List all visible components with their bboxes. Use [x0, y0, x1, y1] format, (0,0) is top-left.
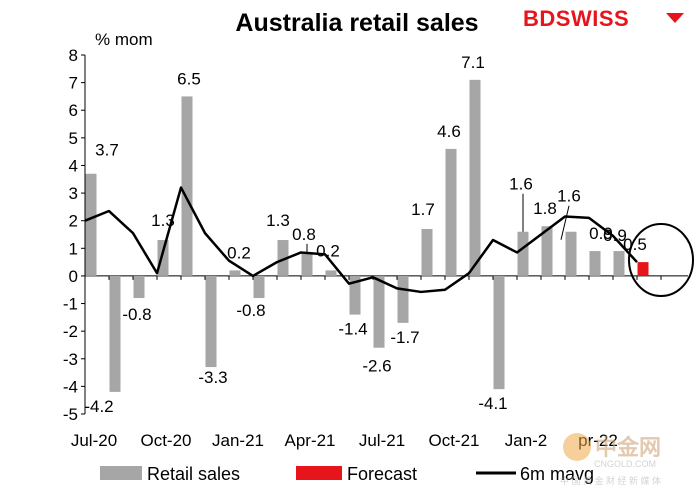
- mavg-line-group: [84, 186, 638, 294]
- y-tick-label: 3: [69, 184, 78, 203]
- retail-sales-bar: [181, 96, 193, 276]
- y-tick-label: -3: [63, 350, 78, 369]
- retail-sales-bar: [157, 240, 169, 276]
- retail-sales-bar: [445, 148, 457, 276]
- legend: Retail sales Forecast 6m mavg: [100, 464, 594, 484]
- retail-sales-bar: [301, 253, 313, 276]
- retail-sales-bar: [469, 79, 481, 276]
- y-tick-label: 0: [69, 267, 78, 286]
- data-label: 1.3: [151, 211, 175, 230]
- y-axis-label: % mom: [95, 30, 153, 49]
- chart-title: Australia retail sales: [235, 9, 478, 37]
- x-axis: Jul-20 Oct-20 Jan-21 Apr-21 Jul-21 Oct-21 Jan-…: [71, 275, 688, 450]
- forecast-highlight-circle: [628, 223, 694, 297]
- retail-sales-bar: [541, 226, 553, 276]
- x-tick-label: Oct-20: [140, 431, 191, 450]
- data-label: -1.7: [390, 328, 419, 347]
- data-label: 6.5: [177, 69, 201, 88]
- x-tick-label: Jan-21: [212, 431, 264, 450]
- retail-sales-bar: [325, 270, 337, 276]
- x-tick-label: Jul-20: [71, 431, 117, 450]
- y-tick-label: 2: [69, 212, 78, 231]
- y-tick-label: -1: [63, 295, 78, 314]
- retail-sales-bar: [85, 173, 97, 276]
- y-tick-label: 4: [69, 156, 78, 175]
- y-axis: -5 -4 -3 -2 -1 0 1 2 3 4 5 6 7 8: [63, 46, 86, 424]
- mavg-line: [84, 186, 638, 294]
- y-tick-label: -2: [63, 322, 78, 341]
- retail-sales-bar: [589, 251, 601, 276]
- y-tick-label: 7: [69, 74, 78, 93]
- retail-sales-bar: [205, 275, 217, 368]
- y-tick-label: 1: [69, 239, 78, 258]
- leader-line: [560, 205, 570, 240]
- bdswiss-logo: BDSWISS: [523, 6, 684, 31]
- retail-sales-bar: [133, 275, 145, 299]
- bars-group: [85, 79, 649, 392]
- data-label: 0.2: [316, 241, 340, 260]
- data-label: 1.7: [411, 200, 435, 219]
- data-label: 7.1: [461, 53, 485, 72]
- x-tick-label: Oct-21: [428, 431, 479, 450]
- legend-retail-swatch: [100, 466, 142, 480]
- logo-text: BDSWISS: [523, 6, 629, 31]
- retail-sales-bar: [613, 251, 625, 276]
- retail-sales-bar: [349, 275, 361, 315]
- x-tick-label: Jul-21: [359, 431, 405, 450]
- data-label: 3.7: [95, 141, 119, 160]
- data-label: -4.2: [84, 397, 113, 416]
- y-tick-label: 6: [69, 101, 78, 120]
- data-label: 1.6: [557, 187, 581, 206]
- retail-sales-bar: [517, 231, 529, 276]
- legend-mavg-label: 6m mavg: [520, 464, 594, 484]
- data-label: 0.9: [589, 224, 613, 243]
- data-label: -0.8: [122, 305, 151, 324]
- data-label: 1.6: [509, 175, 533, 194]
- data-label: -3.3: [198, 368, 227, 387]
- y-tick-label: 8: [69, 46, 78, 65]
- legend-retail-label: Retail sales: [147, 464, 240, 484]
- data-labels-group: 3.7-4.2-0.81.36.5-3.30.2-0.81.30.80.2-1.…: [84, 53, 646, 416]
- data-label: 1.3: [266, 211, 290, 230]
- logo-mark-icon: [666, 13, 684, 23]
- x-tick-label: Jan-2: [505, 431, 548, 450]
- retail-sales-bar: [397, 275, 409, 323]
- cngold-watermark: 中金网 CNGOLD.COM 中 国 黄 金 财 经 新 媒 体: [560, 433, 661, 486]
- retail-sales-bar: [493, 275, 505, 390]
- y-tick-label: -5: [63, 405, 78, 424]
- legend-forecast-swatch: [296, 466, 342, 480]
- data-label: 0.9: [603, 226, 627, 245]
- data-label: -2.6: [362, 357, 391, 376]
- retail-sales-bar: [565, 231, 577, 276]
- retail-sales-bar: [253, 275, 265, 299]
- y-tick-label: -4: [63, 377, 78, 396]
- retail-sales-bar: [421, 228, 433, 276]
- data-label: 0.2: [227, 243, 251, 262]
- data-label: -4.1: [478, 394, 507, 413]
- legend-forecast-label: Forecast: [347, 464, 417, 484]
- retail-sales-bar: [109, 275, 121, 392]
- watermark-logo-icon: [563, 433, 591, 461]
- x-tick-label: Apr-21: [284, 431, 335, 450]
- y-tick-label: 5: [69, 129, 78, 148]
- watermark-url: CNGOLD.COM: [594, 459, 656, 469]
- data-label: -1.4: [338, 320, 367, 339]
- data-label: 0.8: [292, 225, 316, 244]
- retail-sales-bar: [277, 240, 289, 276]
- data-label: 1.8: [533, 199, 557, 218]
- data-label: -0.8: [236, 301, 265, 320]
- data-label: 4.6: [437, 122, 461, 141]
- retail-sales-bar: [229, 270, 241, 276]
- retail-sales-bar: [373, 275, 385, 348]
- watermark-tagline: 中 国 黄 金 财 经 新 媒 体: [560, 475, 661, 486]
- watermark-text: 中金网: [595, 435, 661, 461]
- data-label: 0.5: [623, 235, 647, 254]
- forecast-bar: [637, 262, 649, 276]
